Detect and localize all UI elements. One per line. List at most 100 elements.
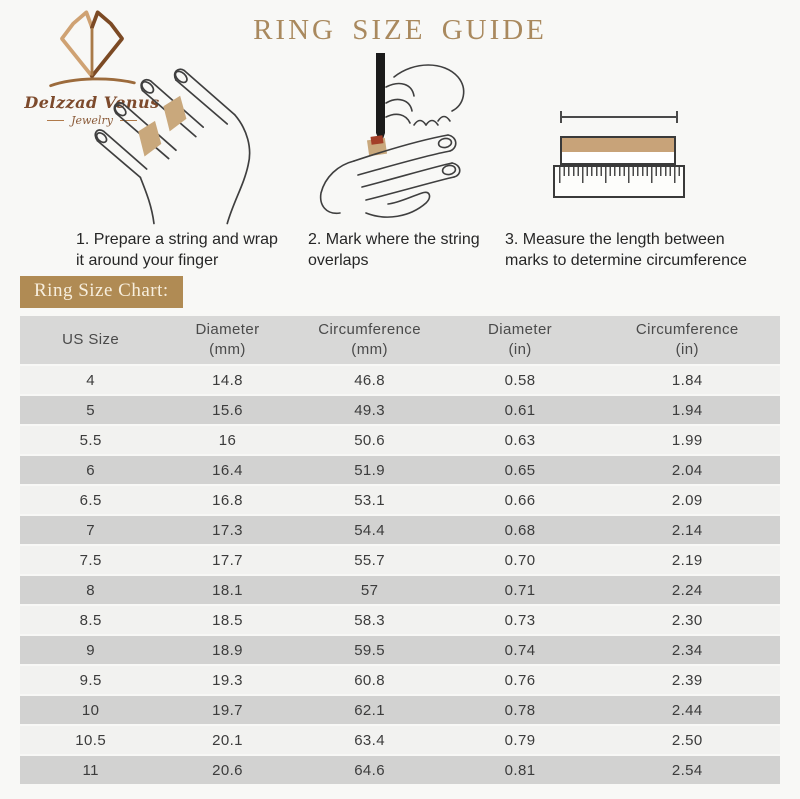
table-row: 5.5 16 50.6 0.63 1.99 [20,426,780,454]
table-row: 4 14.8 46.8 0.58 1.84 [20,366,780,394]
dash-right [119,120,137,121]
table-cell: 1.99 [594,426,780,454]
header-us-size: US Size [20,316,162,364]
header-diameter-mm: Diameter (mm) [161,316,294,364]
table-cell: 7 [20,516,162,544]
table-row: 7 17.3 54.4 0.68 2.14 [20,516,780,544]
brand-subtitle: Jewelry [22,114,162,127]
table-cell: 62.1 [293,696,446,724]
table-cell: 59.5 [293,636,446,664]
table-row: 7.5 17.7 55.7 0.70 2.19 [20,546,780,574]
table-cell: 0.74 [445,636,595,664]
table-cell: 2.04 [594,456,780,484]
logo-swoosh [49,77,136,88]
step-2-caption: 2. Mark where the string overlaps [308,231,480,269]
step-3-illustration [548,100,694,210]
table-cell: 0.79 [445,726,595,754]
ruler-body [553,165,685,198]
table-header-row: US Size Diameter (mm) Circumference (mm) D… [20,316,780,364]
table-row: 10.5 20.1 63.4 0.79 2.50 [20,726,780,754]
table-cell: 2.09 [594,486,780,514]
table-cell: 0.65 [445,456,595,484]
table-row: 10 19.7 62.1 0.78 2.44 [20,696,780,724]
header-diameter-in: Diameter (in) [445,316,595,364]
ring-size-chart-label: Ring Size Chart: [20,276,183,308]
hand-marking-pen-icon [319,53,465,218]
table-cell: 16.4 [161,456,294,484]
table-cell: 0.81 [445,756,595,784]
page-title: RING SIZE GUIDE [253,14,547,46]
table-cell: 0.63 [445,426,595,454]
table-row: 9 18.9 59.5 0.74 2.34 [20,636,780,664]
table-cell: 17.7 [161,546,294,574]
table-cell: 64.6 [293,756,446,784]
table-cell: 2.50 [594,726,780,754]
table-row: 8 18.1 57 0.71 2.24 [20,576,780,604]
table-cell: 7.5 [20,546,162,574]
table-cell: 57 [293,576,446,604]
table-cell: 63.4 [293,726,446,754]
table-cell: 0.78 [445,696,595,724]
table-cell: 20.6 [161,756,294,784]
table-cell: 5.5 [20,426,162,454]
table-cell: 49.3 [293,396,446,424]
table-cell: 2.14 [594,516,780,544]
step-2-illustration [310,53,470,226]
table-cell: 2.30 [594,606,780,634]
step-1-caption: 1. Prepare a string and wrap it around y… [76,231,278,269]
table-cell: 17.3 [161,516,294,544]
table-cell: 10 [20,696,162,724]
table-cell: 2.19 [594,546,780,574]
string-strip [560,136,676,165]
table-cell: 54.4 [293,516,446,544]
table-cell: 0.68 [445,516,595,544]
table-cell: 18.5 [161,606,294,634]
table-cell: 15.6 [161,396,294,424]
table-row: 6.5 16.8 53.1 0.66 2.09 [20,486,780,514]
diamond-icon [49,10,136,88]
table-cell: 6.5 [20,486,162,514]
string-ribbon-lower [138,120,162,157]
table-cell: 10.5 [20,726,162,754]
table-cell: 0.76 [445,666,595,694]
step-1-illustration [88,66,266,231]
table-cell: 46.8 [293,366,446,394]
table-row: 9.5 19.3 60.8 0.76 2.39 [20,666,780,694]
table-cell: 2.44 [594,696,780,724]
table-cell: 58.3 [293,606,446,634]
table-cell: 0.61 [445,396,595,424]
table-cell: 11 [20,756,162,784]
table-cell: 0.71 [445,576,595,604]
table-cell: 60.8 [293,666,446,694]
dash-left [47,120,65,121]
table-cell: 18.1 [161,576,294,604]
table-cell: 1.94 [594,396,780,424]
table-cell: 16.8 [161,486,294,514]
table-cell: 5 [20,396,162,424]
table-cell: 2.54 [594,756,780,784]
size-table-body: 4 14.8 46.8 0.58 1.84 5 15.6 49.3 0.61 1.94 5.5 16 5… [20,366,780,784]
table-row: 5 15.6 49.3 0.61 1.94 [20,396,780,424]
header-circumference-mm: Circumference (mm) [293,316,446,364]
table-cell: 20.1 [161,726,294,754]
table-cell: 16 [161,426,294,454]
table-cell: 14.8 [161,366,294,394]
header-circumference-in: Circumference (in) [594,316,780,364]
measure-line [560,111,678,123]
ruler-ticks-long [559,167,681,183]
ring-size-table: US Size Diameter (mm) Circumference (mm) D… [20,314,780,786]
table-cell: 50.6 [293,426,446,454]
brand-name: Delzzad Venus [24,93,160,112]
hand-with-string-icon [94,68,251,225]
table-cell: 2.24 [594,576,780,604]
table-cell: 0.58 [445,366,595,394]
table-row: 8.5 18.5 58.3 0.73 2.30 [20,606,780,634]
table-cell: 9 [20,636,162,664]
table-cell: 8.5 [20,606,162,634]
step-3-caption: 3. Measure the length between marks to d… [505,231,747,269]
table-cell: 0.73 [445,606,595,634]
table-row: 6 16.4 51.9 0.65 2.04 [20,456,780,484]
table-cell: 2.34 [594,636,780,664]
table-cell: 4 [20,366,162,394]
